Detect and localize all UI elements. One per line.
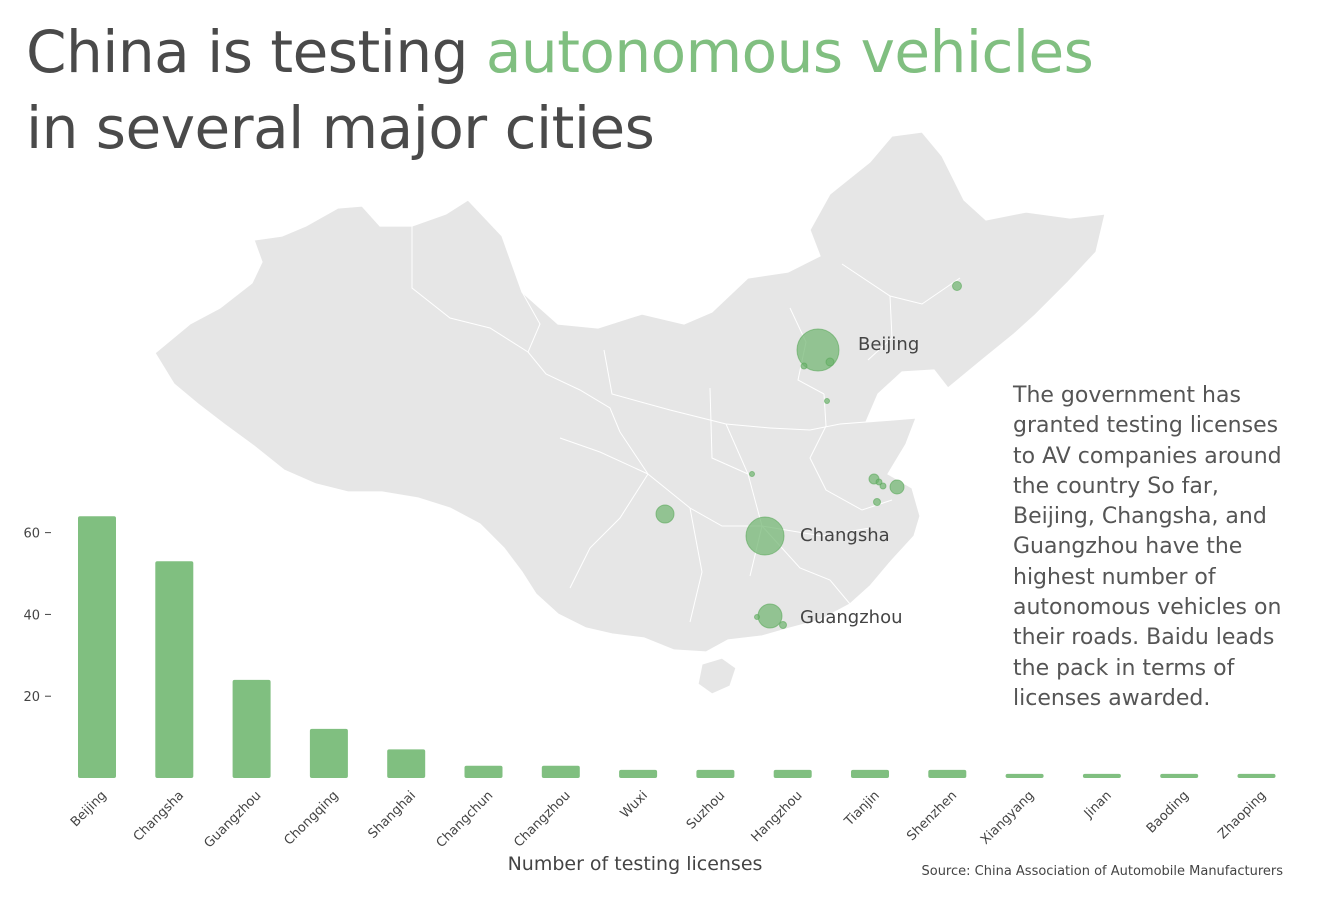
bubble-shanghai (889, 479, 905, 495)
x-tick-label: Shanghai (365, 788, 419, 842)
x-tick-label: Hangzhou (749, 788, 806, 845)
bubble-jinan (824, 398, 830, 404)
chart-title: China is testing autonomous vehicles in … (26, 14, 1146, 166)
bar-chongqing (309, 728, 348, 778)
x-tick-label: Suzhou (684, 788, 728, 832)
x-tick-label: Baoding (1144, 788, 1192, 836)
x-tick-label: Jinan (1081, 788, 1115, 822)
map-bubbles (655, 281, 962, 629)
x-axis-label: Number of testing licenses (508, 853, 763, 875)
bar-shenzhen (928, 769, 967, 778)
bubble-hangzhou (873, 498, 881, 506)
bar-xiangyang (1005, 773, 1044, 778)
bubble-wuxi (875, 478, 883, 486)
bubble-zhaoping (754, 614, 760, 620)
bubble-tianjin (825, 357, 835, 367)
bar-tianjin (851, 769, 889, 778)
china-map: Beijing Changsha Guangzhou (150, 128, 1120, 698)
x-tick-label: Tianjin (841, 788, 883, 830)
y-tick-label: 40 (23, 608, 40, 623)
bar-changchun (464, 765, 503, 778)
x-tick-label: Zhaoping (1215, 788, 1269, 842)
map-label-beijing: Beijing (858, 334, 919, 355)
hainan-island (697, 657, 737, 695)
bar-guangzhou (232, 679, 271, 778)
bubble-changchun (952, 281, 962, 291)
bar-changsha (155, 561, 194, 778)
x-tick-label: Beijing (68, 788, 110, 830)
bar-jinan (1082, 773, 1121, 778)
bubble-changsha (745, 516, 785, 556)
bubble-xiangyang (749, 471, 755, 477)
bar-suzhou (696, 769, 735, 778)
bar-hangzhou (773, 769, 812, 778)
bar-wuxi (619, 769, 658, 778)
x-tick-label: Changchun (434, 788, 497, 851)
bar-changzhou (541, 765, 580, 778)
title-part-1: China is testing (26, 18, 486, 86)
bubble-chongqing (655, 504, 675, 524)
province-borders (411, 226, 961, 623)
x-tick-label: Shenzhen (904, 788, 960, 844)
bar-baoding (1160, 773, 1199, 778)
x-tick-label: Changsha (131, 788, 187, 844)
map-label-guangzhou: Guangzhou (800, 607, 903, 628)
x-tick-label: Xiangyang (978, 788, 1037, 847)
x-tick-label: Guangzhou (201, 788, 264, 851)
source-note: Source: China Association of Automobile … (921, 864, 1283, 879)
map-label-changsha: Changsha (800, 525, 890, 546)
bar-shanghai (387, 749, 426, 778)
x-tick-label: Chongqing (282, 788, 342, 848)
bubble-baoding (800, 362, 808, 370)
description-text: The government has granted testing licen… (1013, 383, 1282, 711)
bar-zhaoping (1237, 773, 1276, 778)
china-outline (154, 131, 1106, 653)
bar-beijing (78, 516, 116, 778)
x-tick-label: Wuxi (618, 788, 651, 821)
x-tick-label: Changzhou (511, 788, 573, 850)
y-tick-label: 60 (23, 527, 40, 542)
title-accent: autonomous vehicles (485, 18, 1094, 86)
title-part-2: in several major cities (26, 94, 655, 162)
y-tick-label: 20 (23, 690, 40, 705)
bubble-shenzhen (779, 621, 787, 629)
bubble-suzhou (879, 482, 887, 490)
bar-chart: 20 40 60 Beijing Changsha Guangzhou Chongqing S… (0, 490, 1317, 911)
